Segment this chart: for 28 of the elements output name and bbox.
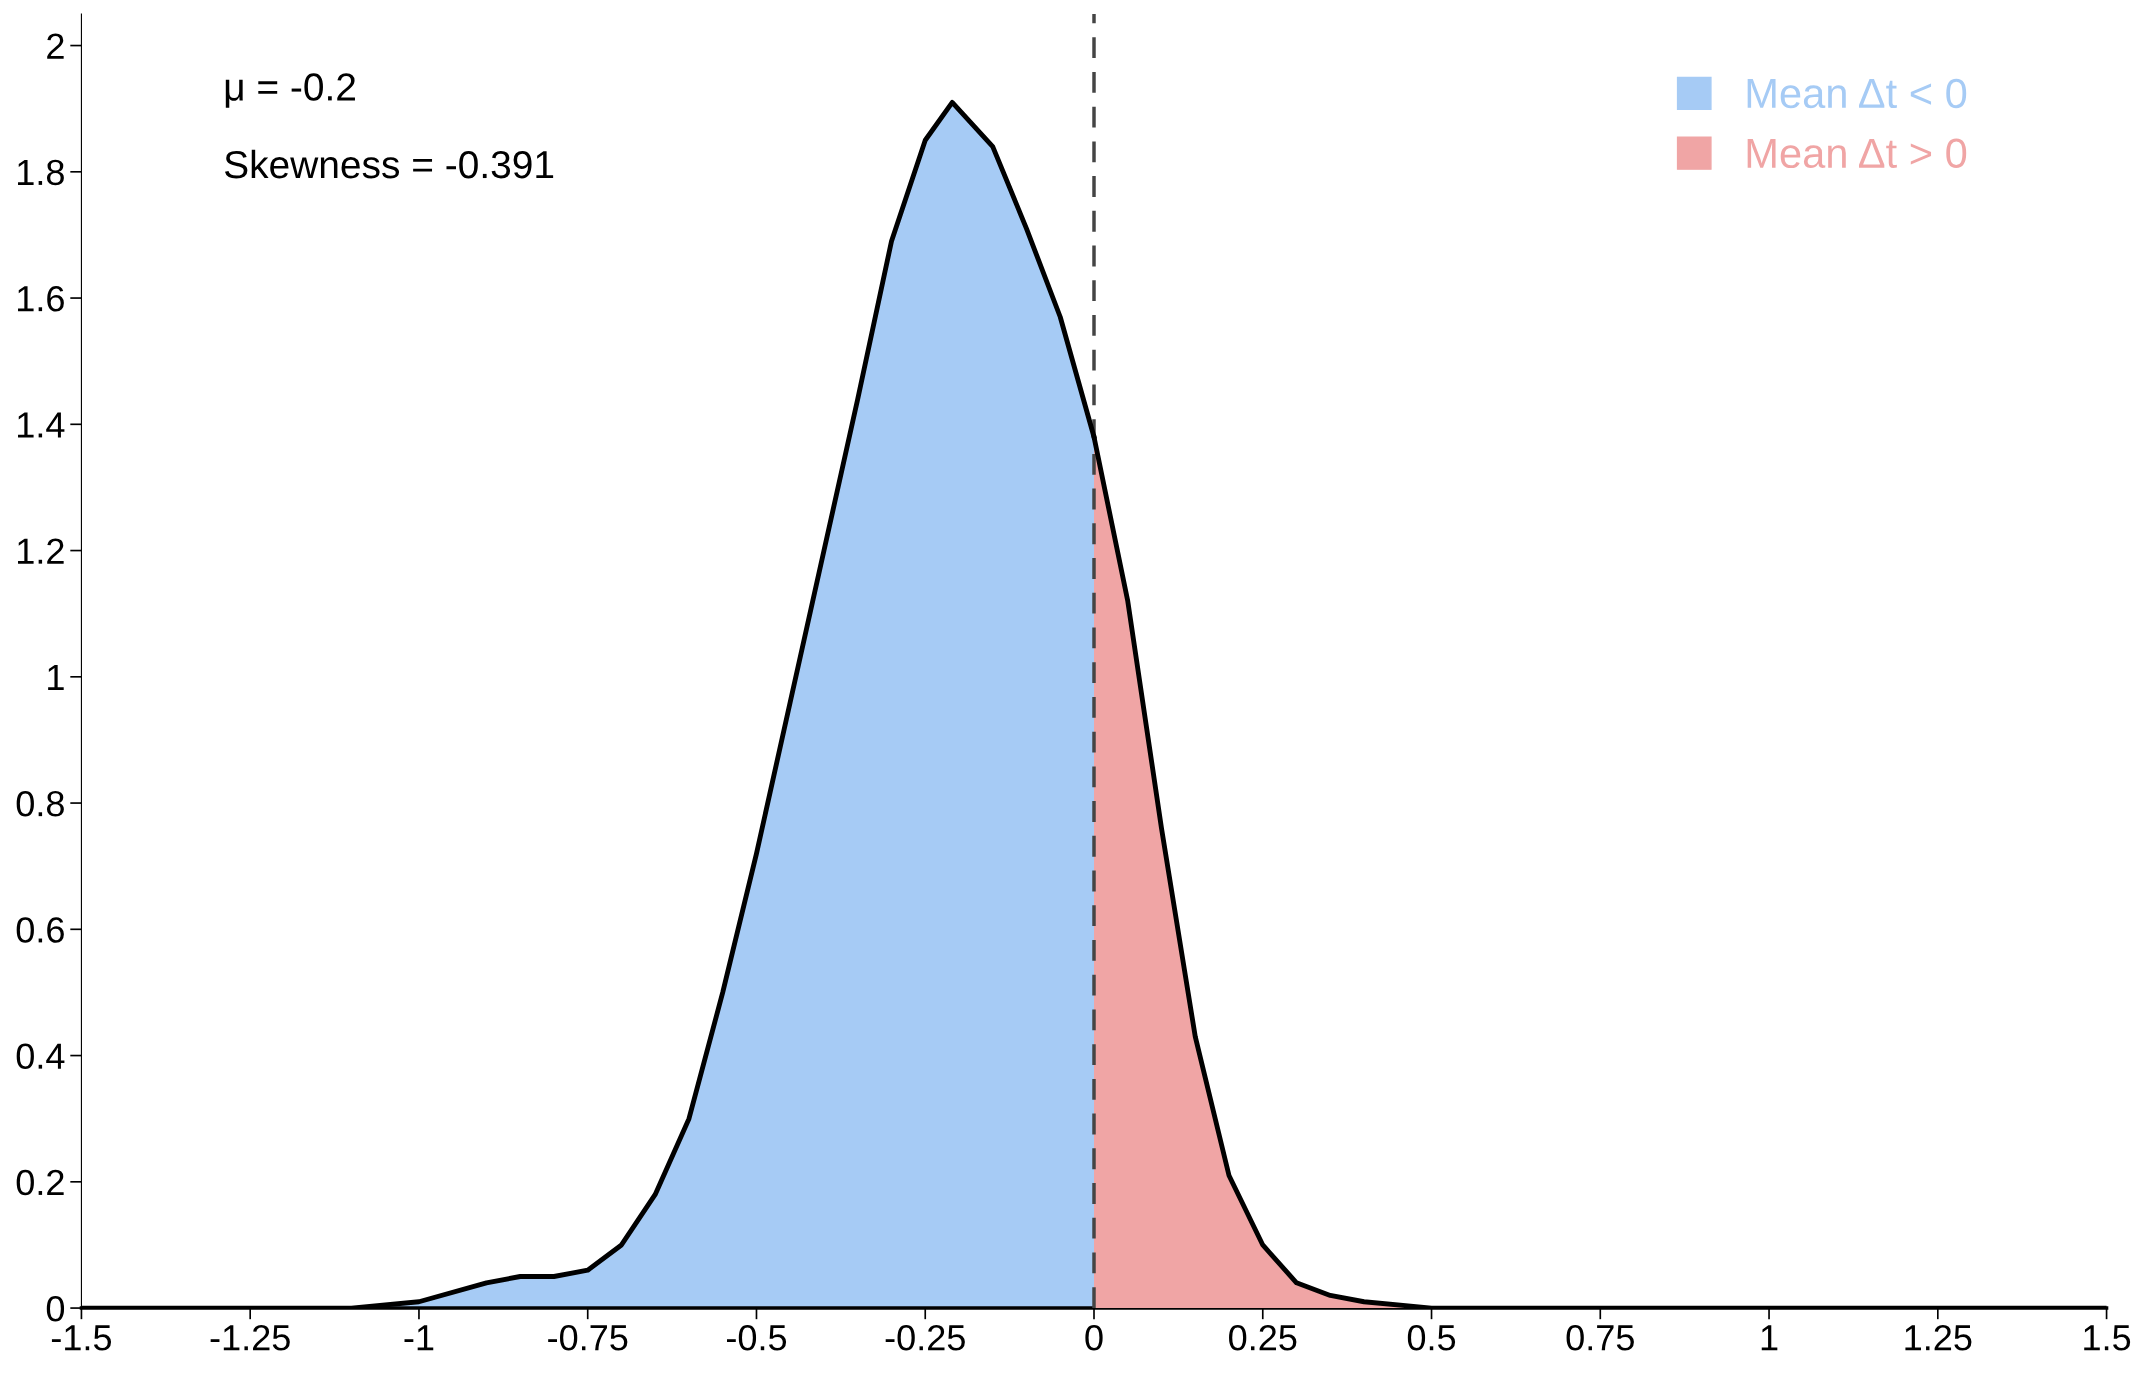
y-tick-label: 0.4 xyxy=(16,1043,65,1069)
y-tick-label: 1.4 xyxy=(18,412,65,438)
x-tick-label: -0.5 xyxy=(726,1324,787,1351)
x-tick-label: -0.25 xyxy=(885,1324,965,1351)
annotation: Skewness = -0.391 xyxy=(224,149,554,179)
y-tick-label: 1.2 xyxy=(18,538,64,564)
y-tick-label: 2 xyxy=(47,33,64,59)
annotation: μ = -0.2 xyxy=(225,73,355,108)
x-tick-label: 0.25 xyxy=(1229,1324,1297,1351)
y-tick-label: 1 xyxy=(48,665,64,690)
y-tick-label: 1.6 xyxy=(18,285,64,312)
y-tick-label: 0.8 xyxy=(16,790,64,817)
x-tick-label: -1 xyxy=(404,1325,434,1351)
legend-label: Mean Δt > 0 xyxy=(1747,138,1967,169)
x-tick-label: 1.5 xyxy=(2084,1325,2131,1351)
x-tick-label: -0.75 xyxy=(548,1324,628,1351)
x-tick-label: 1 xyxy=(1761,1325,1778,1351)
x-tick-label: 0.5 xyxy=(1407,1324,1456,1351)
x-tick-label: 0 xyxy=(1085,1324,1103,1351)
y-tick-label: 0.2 xyxy=(16,1169,64,1196)
x-tick-label: 1.25 xyxy=(1905,1324,1972,1351)
x-tick-label: -1.5 xyxy=(51,1325,112,1351)
x-tick-label: -1.25 xyxy=(210,1324,290,1351)
y-tick-label: 1.8 xyxy=(18,159,64,186)
legend-label: Mean Δt < 0 xyxy=(1747,78,1967,109)
y-tick-label: 0 xyxy=(46,1295,65,1322)
y-tick-label: 0.6 xyxy=(16,917,64,943)
x-tick-label: 0.75 xyxy=(1566,1324,1634,1351)
